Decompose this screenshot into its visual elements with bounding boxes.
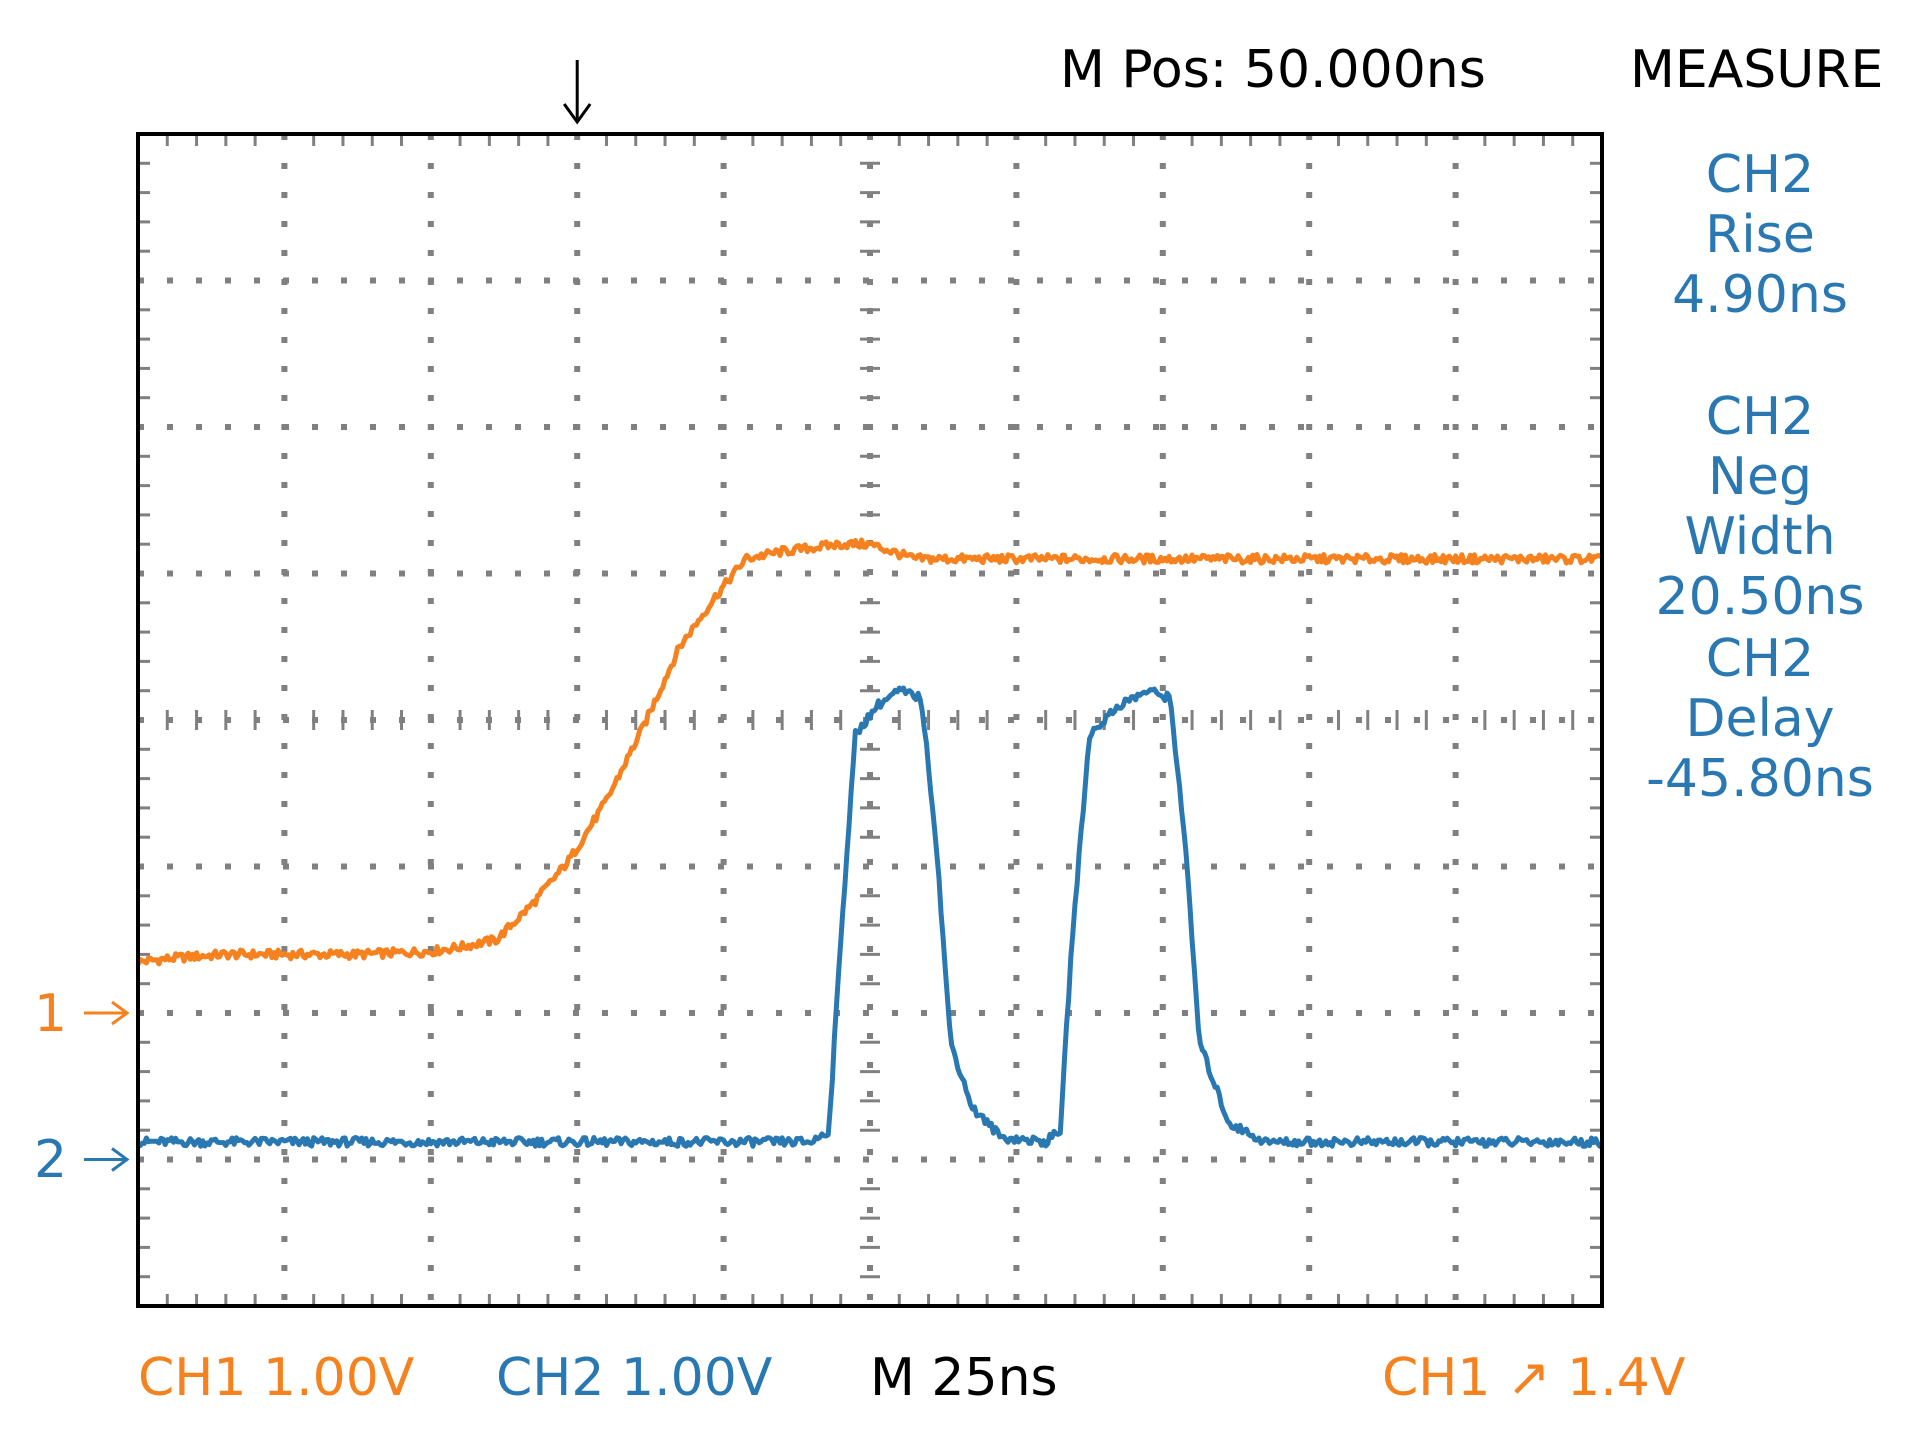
measurement-delay[interactable]: CH2 Delay -45.80ns	[1630, 629, 1890, 809]
measurement-value: 20.50ns	[1655, 567, 1865, 627]
graticule	[138, 134, 1602, 1306]
measurement-rise[interactable]: CH2 Rise 4.90ns	[1630, 145, 1890, 325]
ch1-ground-arrow-head	[111, 1000, 130, 1026]
ch2-scale-readout[interactable]: CH2 1.00V	[496, 1348, 773, 1408]
trigger-readout[interactable]: CH1 ↗ 1.4V	[1382, 1348, 1686, 1408]
plot-frame	[136, 132, 1604, 1308]
measurement-channel: CH2	[1705, 629, 1815, 689]
measurement-neg-width[interactable]: CH2 Neg Width 20.50ns	[1630, 387, 1890, 627]
measurement-value: -45.80ns	[1646, 749, 1874, 809]
measurement-channel: CH2	[1705, 387, 1815, 447]
trigger-arrow-head	[562, 103, 592, 125]
horizontal-position-readout: M Pos: 50.000ns	[1060, 40, 1486, 100]
measurement-channel: CH2	[1705, 145, 1815, 205]
measurement-name: Delay	[1685, 689, 1835, 749]
measurement-name: Neg Width	[1684, 447, 1836, 567]
timebase-readout[interactable]: M 25ns	[870, 1348, 1058, 1408]
measure-menu-title[interactable]: MEASURE	[1630, 40, 1884, 100]
ch2-trace	[137, 685, 1603, 1149]
ch2-ground-marker-label: 2	[34, 1130, 68, 1190]
ch2-ground-arrow-head	[111, 1147, 130, 1172]
ch1-scale-readout[interactable]: CH1 1.00V	[138, 1348, 415, 1408]
measurement-name: Rise	[1705, 205, 1815, 265]
traces	[84, 537, 1604, 1172]
ch1-trace	[135, 537, 1604, 967]
ch1-ground-marker-label: 1	[34, 984, 68, 1044]
measurement-value: 4.90ns	[1672, 265, 1848, 325]
trigger-position-marker	[562, 60, 592, 125]
